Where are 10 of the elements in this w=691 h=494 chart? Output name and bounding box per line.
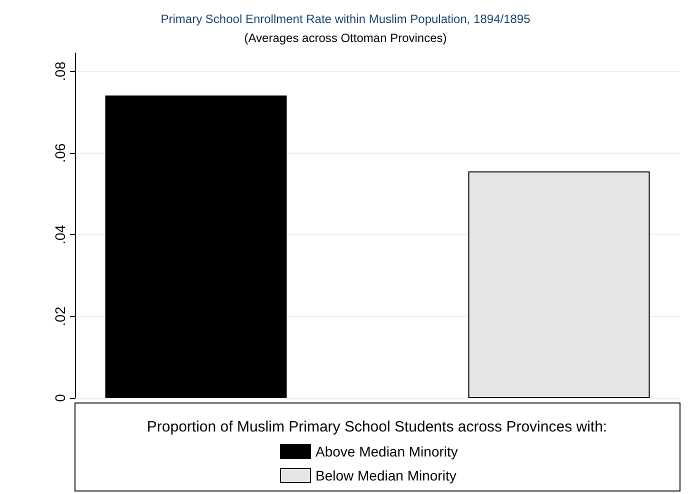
y-tick-label: 0 (52, 394, 68, 402)
legend-label: Above Median Minority (316, 444, 458, 460)
y-tick-label: .02 (52, 306, 68, 326)
y-tick-label: .04 (52, 224, 68, 244)
legend-title: Proportion of Muslim Primary School Students across Provinces with: (146, 418, 608, 436)
chart-title: Primary School Enrollment Rate within Muslim Population, 1894/1895 (160, 12, 531, 26)
y-tick-label: .06 (52, 143, 68, 163)
y-tick-label: .08 (52, 61, 68, 82)
legend-label: Below Median Minority (316, 468, 456, 484)
chart-subtitle: (Averages across Ottoman Provinces) (244, 31, 447, 45)
